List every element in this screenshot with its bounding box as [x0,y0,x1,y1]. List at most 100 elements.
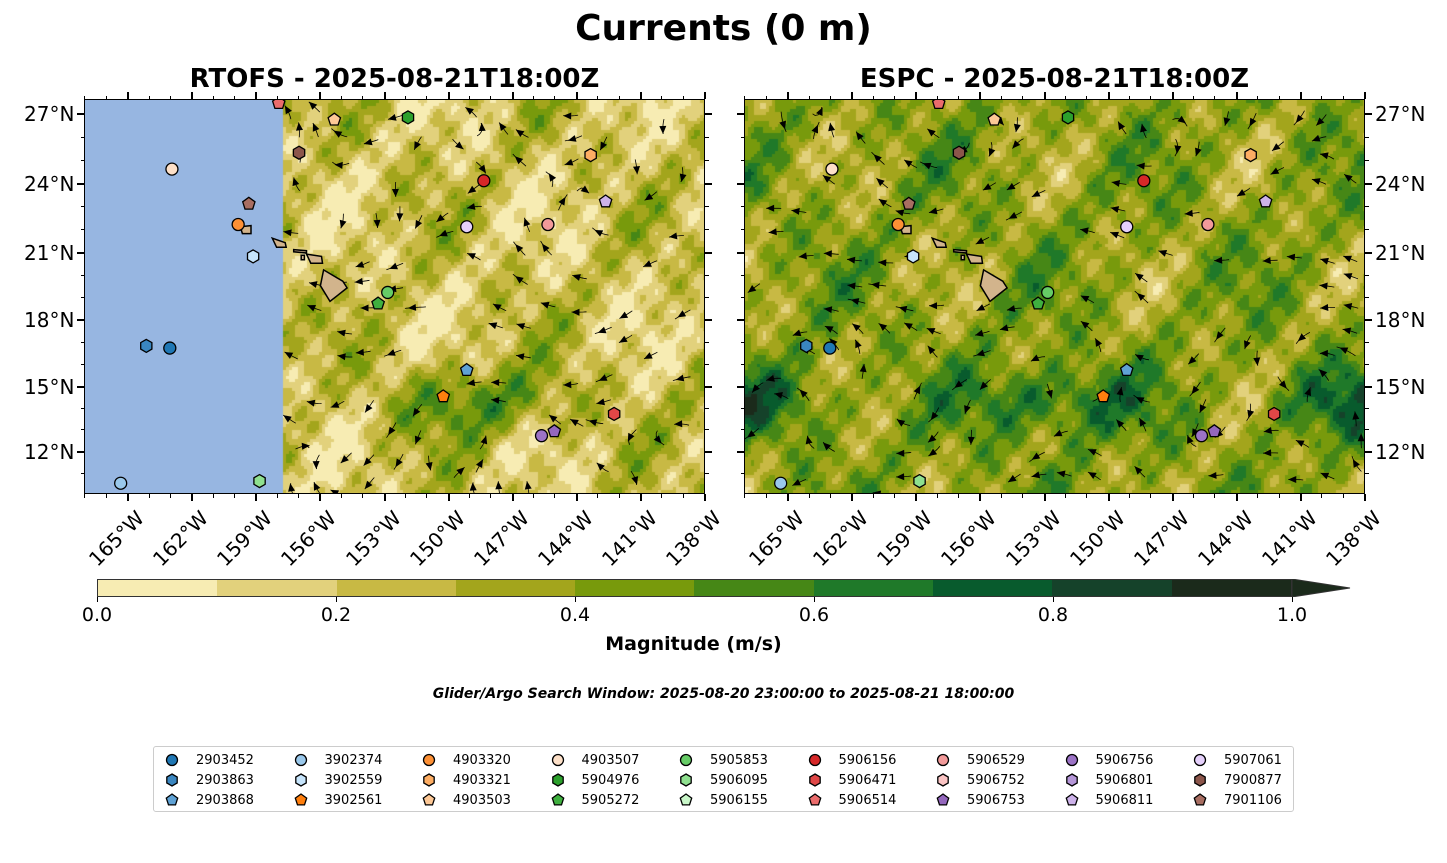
streamline-arrow [1110,206,1120,213]
streamline-arrow [1192,428,1199,437]
streamline-arrow [563,112,572,120]
x-tick [1342,494,1344,498]
float-marker-5906756 [534,429,549,443]
colorbar-tick-label: 0.2 [320,604,352,626]
streamline-arrow [334,161,343,169]
colorbar-segment [575,580,695,596]
x-tick-label: 141°W [1256,506,1322,572]
y-tick [80,407,84,409]
float-marker-5904976 [401,110,415,125]
streamline-arrow [1272,143,1281,151]
legend-item-5904976: 5904976 [550,770,639,790]
float-marker-5906156 [477,174,491,188]
legend-item-2903452: 2903452 [164,750,254,770]
legend-marker-icon [294,773,307,787]
streamline-arrow [1135,273,1144,281]
x-tick [191,494,194,501]
streamline-arrow [1191,385,1200,395]
streamline-arrow [1319,282,1328,290]
y-tick [80,206,84,208]
streamline-arrow [355,348,364,356]
float-marker-2903452 [163,341,177,355]
x-tick [787,92,790,99]
streamline-arrow [752,384,760,393]
streamline-arrow [872,490,882,493]
legend-label: 5906801 [1095,772,1154,788]
streamline-arrow [904,159,913,168]
x-tick [511,92,514,99]
colorbar-tick [1053,597,1054,602]
streamline-arrow [600,141,607,151]
streamline-arrow [1184,209,1193,217]
streamline-arrow [467,203,476,210]
streamline-arrow [388,114,397,121]
streamline-arrow [415,219,423,229]
y-tick [737,252,744,255]
legend-marker-icon [166,773,178,787]
x-tick [808,494,810,498]
x-tick [704,92,706,99]
streamline-arrow [747,430,756,438]
y-tick [705,252,712,255]
streamline-arrow [1116,387,1124,396]
legend: 2903452 2903863 2903868 3902374 3902559 39025… [153,746,1294,812]
x-tick [765,494,767,498]
y-tick [1365,274,1369,276]
streamline-arrow [798,252,807,260]
streamline-arrow [1320,257,1329,265]
x-tick [404,494,406,498]
x-tick [1299,494,1302,501]
x-tick [1043,494,1046,501]
streamline-arrow [1111,180,1121,187]
float-marker-5906753 [1207,423,1222,438]
streamline-arrow [799,389,808,398]
legend-marker-icon [1065,753,1078,767]
legend-marker-icon [808,793,821,806]
x-tick [1342,95,1344,99]
y-tick-label: 27°N [1375,102,1426,126]
y-tick [705,274,709,276]
legend-marker-icon [423,773,435,787]
legend-item-5906156: 5906156 [807,750,896,770]
streamline-arrow [542,243,550,253]
streamline-arrow [627,432,635,442]
streamline-arrow [365,404,373,413]
streamline-arrow [1134,466,1143,475]
streamline-arrow [1342,327,1352,335]
streamline-arrow [1320,152,1329,160]
x-tick [148,494,150,498]
streamline-arrow [514,156,524,165]
streamline-arrow [1247,409,1255,419]
streamline-arrow [823,306,833,314]
x-tick [1364,494,1366,501]
streamline-arrow [1295,114,1304,123]
streamline-arrow [1031,190,1041,197]
streamline-arrow [926,328,936,335]
float-marker-3902561 [436,389,451,403]
streamline-arrow [823,250,832,258]
streamline-arrow [1158,250,1168,257]
streamline-arrow [829,338,838,347]
streamline-arrow [791,207,800,215]
streamline-arrow [633,166,640,175]
x-tick [276,494,278,498]
streamline-arrow [1006,182,1016,190]
streamline-arrow [913,385,921,395]
legend-label: 4903507 [581,752,640,768]
float-marker-5906471 [1267,406,1281,422]
legend-label: 5906529 [967,752,1025,768]
streamline-arrow [488,322,498,330]
x-tick [1064,95,1066,99]
x-tick [383,92,386,99]
x-tick [808,95,810,99]
x-tick [447,494,450,501]
x-tick [554,95,556,99]
streamline-arrow [491,396,500,404]
x-tick [276,95,278,99]
x-tick [490,95,492,99]
streamline-arrow [669,232,678,240]
x-tick [597,95,599,99]
x-tick [851,494,854,501]
streamline-arrow [439,229,448,237]
x-tick [1257,95,1259,99]
